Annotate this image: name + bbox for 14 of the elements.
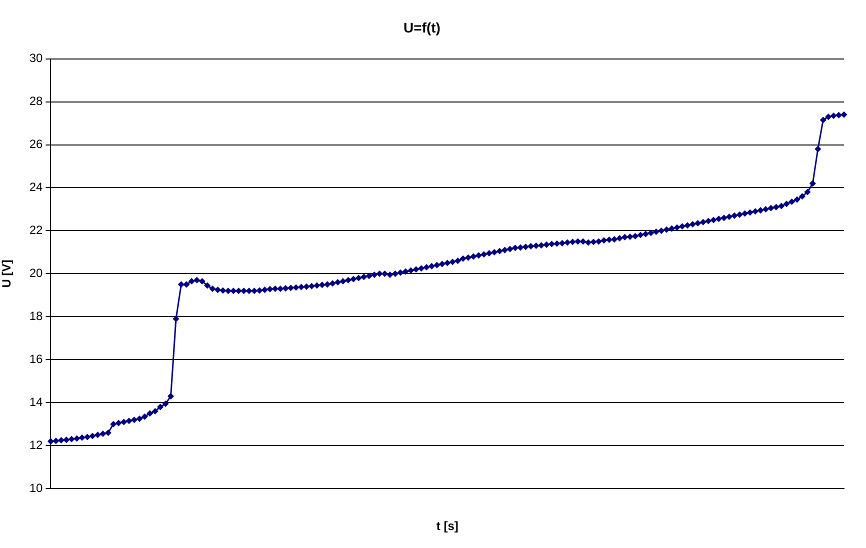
y-tick-label: 30	[29, 51, 44, 66]
y-tick-label: 16	[29, 352, 44, 366]
y-tick-label: 18	[29, 308, 44, 323]
y-tick-label: 26	[29, 137, 44, 152]
chart-title: U=f(t)	[404, 19, 440, 36]
x-axis-title: t [s]	[436, 519, 458, 534]
y-tick-label: 28	[29, 94, 44, 108]
y-axis-title: U [V]	[0, 260, 14, 288]
y-tick-label: 24	[29, 180, 44, 194]
y-tick-label: 22	[29, 223, 44, 238]
y-tick-label: 14	[29, 394, 44, 409]
y-tick-label: 10	[29, 480, 44, 495]
y-tick-label: 12	[29, 438, 44, 452]
y-tick-label: 20	[29, 266, 44, 280]
